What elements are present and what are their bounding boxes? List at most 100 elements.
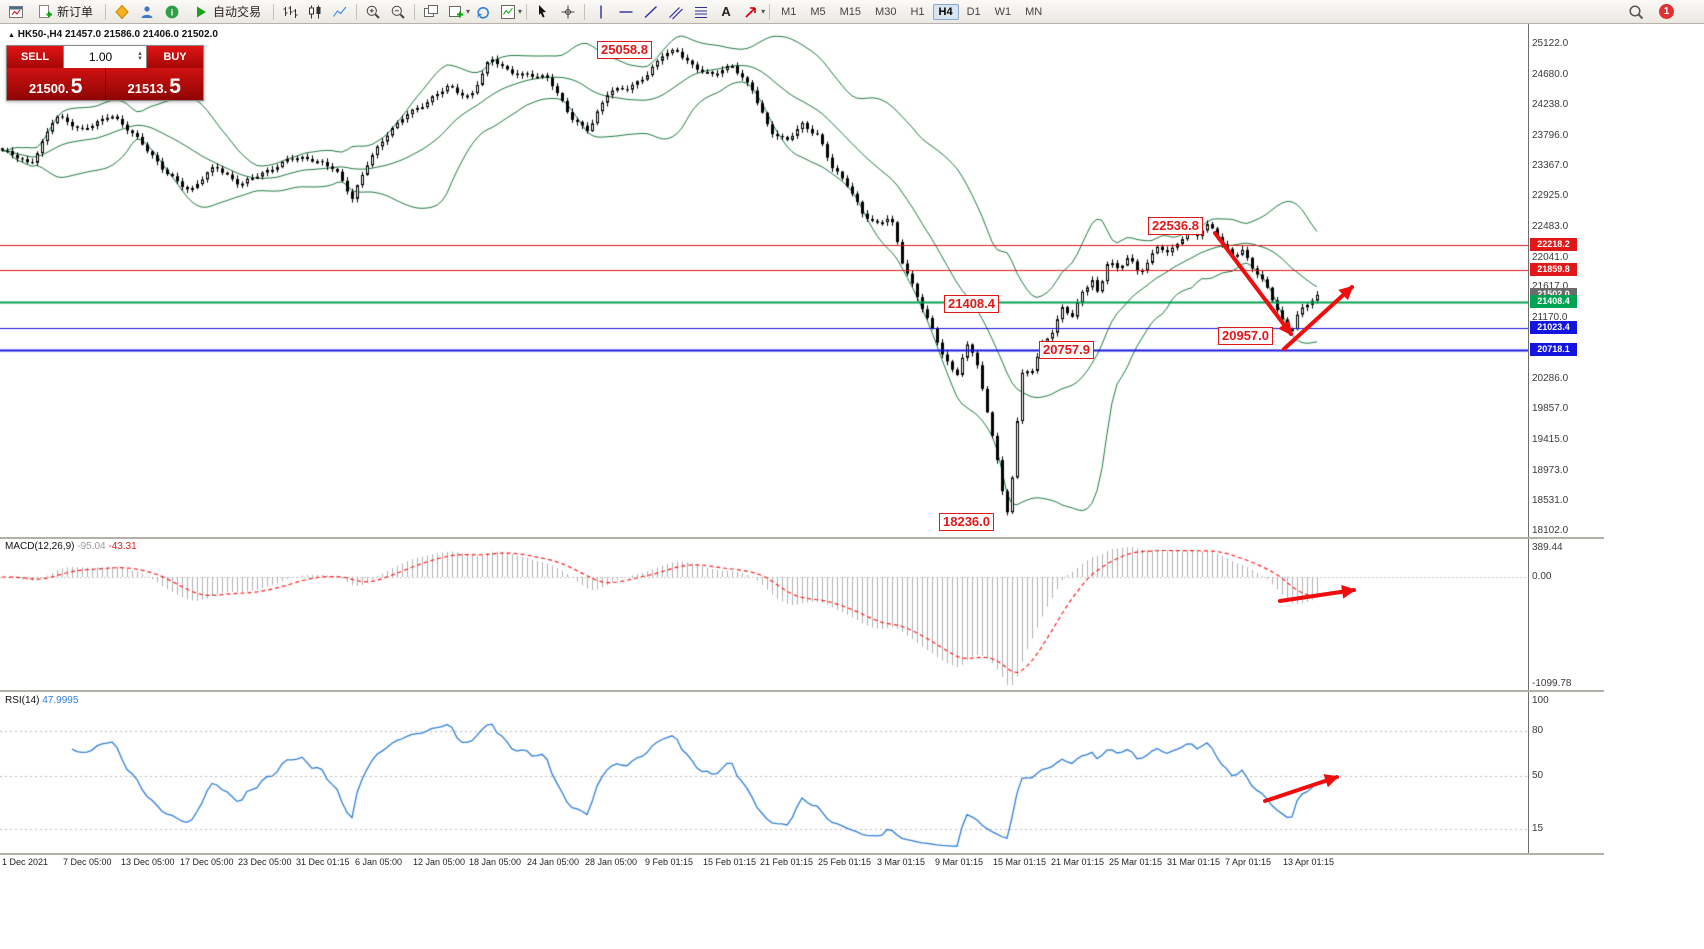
- volume-input[interactable]: [64, 49, 138, 65]
- cascade-windows-icon[interactable]: [419, 1, 443, 23]
- auto-trading-play-icon: [197, 6, 207, 17]
- horizontal-line-tool-icon[interactable]: [614, 1, 638, 23]
- new-chart-caret-icon[interactable]: ▾: [466, 7, 471, 16]
- toolbar-separator: [584, 3, 586, 20]
- zoom-in-icon[interactable]: [361, 1, 385, 23]
- buy-price[interactable]: 21513. 5: [106, 68, 204, 100]
- rsi-value: 47.9995: [42, 695, 79, 706]
- main-chart-canvas[interactable]: [0, 24, 1528, 537]
- price-tag[interactable]: 21859.8: [1530, 263, 1577, 277]
- new-order-icon: [39, 4, 52, 18]
- buy-button[interactable]: BUY: [147, 46, 203, 68]
- macd-value: -95.04: [77, 541, 106, 552]
- time-axis-label: 25 Mar 01:15: [1109, 857, 1163, 867]
- time-axis-label: 31 Dec 01:15: [296, 857, 350, 867]
- crosshair-tool-icon[interactable]: [556, 1, 580, 23]
- volume-spinner[interactable]: ▲ ▼: [137, 51, 146, 62]
- notification-badge[interactable]: 1: [1659, 4, 1674, 19]
- price-tag[interactable]: 21408.4: [1530, 294, 1577, 308]
- zoom-out-icon[interactable]: [386, 1, 410, 23]
- price-tag[interactable]: 21502.0: [1530, 288, 1577, 302]
- time-axis-label: 15 Feb 01:15: [703, 857, 757, 867]
- new-order-button[interactable]: 新订单: [29, 1, 101, 23]
- price-axis-label: 22041.0: [1532, 251, 1569, 263]
- time-axis-label: 28 Jan 05:00: [585, 857, 638, 867]
- timeframe-button-m15[interactable]: M15: [839, 5, 862, 18]
- spin-down-icon[interactable]: ▼: [137, 56, 143, 62]
- macd-name: MACD(12,26,9): [5, 541, 75, 552]
- chart-window-icon[interactable]: [4, 1, 28, 23]
- time-axis-line: [0, 853, 1604, 855]
- price-tag[interactable]: 22218.2: [1530, 238, 1577, 252]
- pane-splitter[interactable]: [0, 690, 1604, 692]
- pane-splitter[interactable]: [0, 537, 1604, 539]
- timeframe-button-w1[interactable]: W1: [994, 5, 1012, 18]
- price-axis-label: 18531.0: [1532, 495, 1569, 507]
- price-axis-label: 19415.0: [1532, 433, 1569, 445]
- sell-price-main: 21500.: [29, 81, 69, 96]
- buy-price-main: 21513.: [127, 81, 168, 96]
- accounts-icon[interactable]: [135, 1, 159, 23]
- one-click-trading-panel: SELL ▲▼ BUY 21500. 5 21513. 5: [6, 45, 204, 101]
- metaeditor-icon[interactable]: [110, 1, 134, 23]
- macd-signal-value: -43.31: [108, 541, 137, 552]
- new-order-label: 新订单: [57, 5, 94, 19]
- time-axis-label: 7 Dec 05:00: [63, 857, 112, 867]
- spin-up-icon[interactable]: ▲: [137, 51, 143, 57]
- rsi-canvas[interactable]: [0, 692, 1528, 853]
- time-axis-label: 25 Feb 01:15: [818, 857, 872, 867]
- channel-tool-icon[interactable]: [664, 1, 688, 23]
- svg-text:i: i: [171, 7, 174, 17]
- time-axis-label: 15 Mar 01:15: [993, 857, 1047, 867]
- info-icon[interactable]: i: [160, 1, 184, 23]
- trendline-tool-icon[interactable]: [639, 1, 663, 23]
- timeframe-button-h4[interactable]: H4: [932, 3, 959, 20]
- price-axis-label: 21617.0: [1532, 281, 1569, 293]
- auto-trading-button[interactable]: 自动交易: [185, 1, 269, 23]
- timeframe-button-mn[interactable]: MN: [1025, 5, 1043, 18]
- rsi-label: RSI(14) 47.9995: [5, 695, 78, 706]
- candlestick-chart-icon[interactable]: [303, 1, 327, 23]
- timeframe-button-d1[interactable]: D1: [966, 5, 981, 18]
- text-tool-icon[interactable]: A: [714, 1, 738, 23]
- timeframe-group: M1 M5 M15 M30 H1 H4 D1 W1 MN: [774, 3, 1049, 20]
- chart-collapse-icon[interactable]: ▲: [8, 32, 15, 39]
- price-axis-label: 18102.0: [1532, 525, 1569, 536]
- price-axis-label: 25122.0: [1532, 38, 1569, 49]
- arrows-tool-icon[interactable]: [739, 1, 763, 23]
- sell-button[interactable]: SELL: [7, 46, 63, 68]
- sell-price-big-digit: 5: [70, 75, 83, 98]
- price-tag[interactable]: 20718.1: [1530, 342, 1577, 356]
- volume-input-box[interactable]: ▲▼: [63, 46, 147, 68]
- cursor-tool-icon[interactable]: [531, 1, 555, 23]
- macd-canvas[interactable]: [0, 539, 1528, 690]
- indicators-caret-icon[interactable]: ▾: [518, 7, 523, 16]
- toolbar-separator: [105, 3, 107, 20]
- timeframe-button-m5[interactable]: M5: [810, 5, 826, 18]
- time-axis-label: 3 Mar 01:15: [877, 857, 926, 867]
- timeframe-button-m30[interactable]: M30: [875, 5, 897, 18]
- line-chart-icon[interactable]: [328, 1, 352, 23]
- sell-price[interactable]: 21500. 5: [7, 68, 106, 100]
- refresh-icon[interactable]: [471, 1, 495, 23]
- macd-label: MACD(12,26,9) -95.04 -43.31: [5, 541, 137, 552]
- timeframe-button-h1[interactable]: H1: [910, 5, 925, 18]
- price-axis-label: 22925.0: [1532, 190, 1569, 202]
- toolbar-separator: [273, 3, 275, 20]
- price-axis-frame: [1528, 24, 1529, 855]
- time-axis-label: 13 Dec 05:00: [121, 857, 175, 867]
- time-axis-label: 1 Dec 2021: [2, 857, 49, 867]
- timeframe-button-m1[interactable]: M1: [781, 5, 797, 18]
- toolbar-separator: [414, 3, 416, 20]
- vertical-line-tool-icon[interactable]: [589, 1, 613, 23]
- time-axis-label: 21 Feb 01:15: [760, 857, 814, 867]
- bar-chart-icon[interactable]: [278, 1, 302, 23]
- main-chart-pane: [0, 24, 1528, 537]
- search-icon[interactable]: [1624, 1, 1648, 23]
- indicators-icon[interactable]: [496, 1, 520, 23]
- new-chart-icon[interactable]: [444, 1, 468, 23]
- arrows-tool-caret-icon[interactable]: ▾: [761, 7, 766, 16]
- fibonacci-tool-icon[interactable]: [689, 1, 713, 23]
- price-tag[interactable]: 21023.4: [1530, 321, 1577, 335]
- time-axis-label: 7 Apr 01:15: [1225, 857, 1272, 867]
